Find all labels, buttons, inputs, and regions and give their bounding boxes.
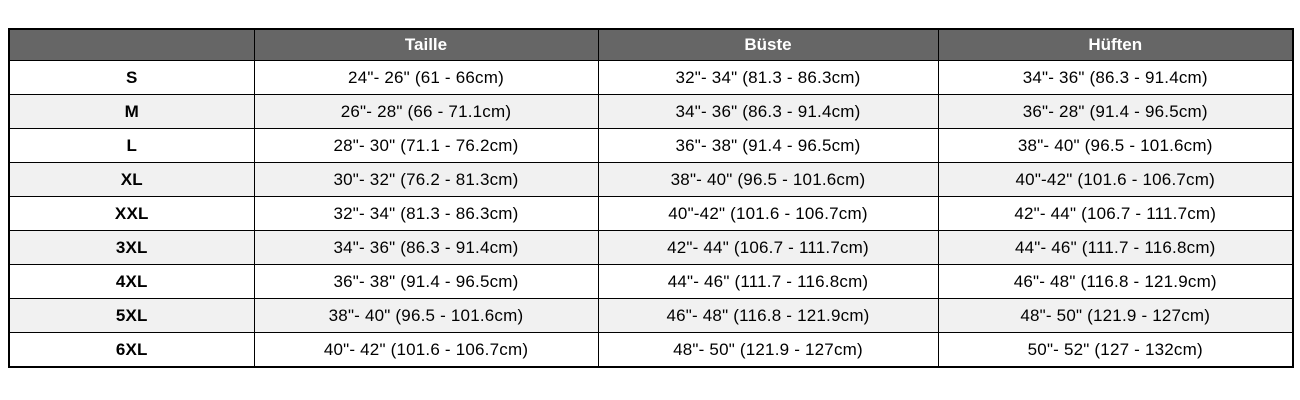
hueften-cell: 40"-42" (101.6 - 106.7cm) [937,162,1294,197]
bueste-cell: 46"- 48" (116.8 - 121.9cm) [597,298,939,333]
size-cell: XL [8,162,255,197]
hueften-cell: 48"- 50" (121.9 - 127cm) [937,298,1294,333]
size-cell: L [8,128,255,163]
header-cell-size [8,28,255,61]
bueste-cell: 40"-42" (101.6 - 106.7cm) [597,196,939,231]
table-row-s: S 24"- 26" (61 - 66cm) 32"- 34" (81.3 - … [8,60,1294,95]
table-row-3xl: 3XL 34"- 36" (86.3 - 91.4cm) 42"- 44" (1… [8,230,1294,265]
bueste-cell: 38"- 40" (96.5 - 101.6cm) [597,162,939,197]
table-row-xl: XL 30"- 32" (76.2 - 81.3cm) 38"- 40" (96… [8,162,1294,197]
bueste-cell: 44"- 46" (111.7 - 116.8cm) [597,264,939,299]
table-row-6xl: 6XL 40"- 42" (101.6 - 106.7cm) 48"- 50" … [8,332,1294,368]
size-cell: XXL [8,196,255,231]
taille-cell: 40"- 42" (101.6 - 106.7cm) [253,332,599,368]
hueften-cell: 42"- 44" (106.7 - 111.7cm) [937,196,1294,231]
header-cell-hueften: Hüften [937,28,1294,61]
size-chart-table: Taille Büste Hüften S 24"- 26" (61 - 66c… [8,28,1294,368]
taille-cell: 38"- 40" (96.5 - 101.6cm) [253,298,599,333]
bueste-cell: 36"- 38" (91.4 - 96.5cm) [597,128,939,163]
bueste-cell: 42"- 44" (106.7 - 111.7cm) [597,230,939,265]
size-cell: 6XL [8,332,255,368]
table-row-m: M 26"- 28" (66 - 71.1cm) 34"- 36" (86.3 … [8,94,1294,129]
hueften-cell: 36"- 28" (91.4 - 96.5cm) [937,94,1294,129]
taille-cell: 30"- 32" (76.2 - 81.3cm) [253,162,599,197]
hueften-cell: 38"- 40" (96.5 - 101.6cm) [937,128,1294,163]
hueften-cell: 46"- 48" (116.8 - 121.9cm) [937,264,1294,299]
taille-cell: 24"- 26" (61 - 66cm) [253,60,599,95]
table-row-l: L 28"- 30" (71.1 - 76.2cm) 36"- 38" (91.… [8,128,1294,163]
size-cell: 4XL [8,264,255,299]
size-cell: 3XL [8,230,255,265]
size-cell: S [8,60,255,95]
bueste-cell: 32"- 34" (81.3 - 86.3cm) [597,60,939,95]
hueften-cell: 34"- 36" (86.3 - 91.4cm) [937,60,1294,95]
header-row: Taille Büste Hüften [8,28,1294,61]
table-row-5xl: 5XL 38"- 40" (96.5 - 101.6cm) 46"- 48" (… [8,298,1294,333]
header-cell-taille: Taille [253,28,599,61]
taille-cell: 36"- 38" (91.4 - 96.5cm) [253,264,599,299]
bueste-cell: 34"- 36" (86.3 - 91.4cm) [597,94,939,129]
table-row-4xl: 4XL 36"- 38" (91.4 - 96.5cm) 44"- 46" (1… [8,264,1294,299]
header-cell-bueste: Büste [597,28,939,61]
bueste-cell: 48"- 50" (121.9 - 127cm) [597,332,939,368]
taille-cell: 28"- 30" (71.1 - 76.2cm) [253,128,599,163]
hueften-cell: 44"- 46" (111.7 - 116.8cm) [937,230,1294,265]
taille-cell: 32"- 34" (81.3 - 86.3cm) [253,196,599,231]
size-cell: M [8,94,255,129]
hueften-cell: 50"- 52" (127 - 132cm) [937,332,1294,368]
taille-cell: 34"- 36" (86.3 - 91.4cm) [253,230,599,265]
taille-cell: 26"- 28" (66 - 71.1cm) [253,94,599,129]
table-row-xxl: XXL 32"- 34" (81.3 - 86.3cm) 40"-42" (10… [8,196,1294,231]
size-cell: 5XL [8,298,255,333]
